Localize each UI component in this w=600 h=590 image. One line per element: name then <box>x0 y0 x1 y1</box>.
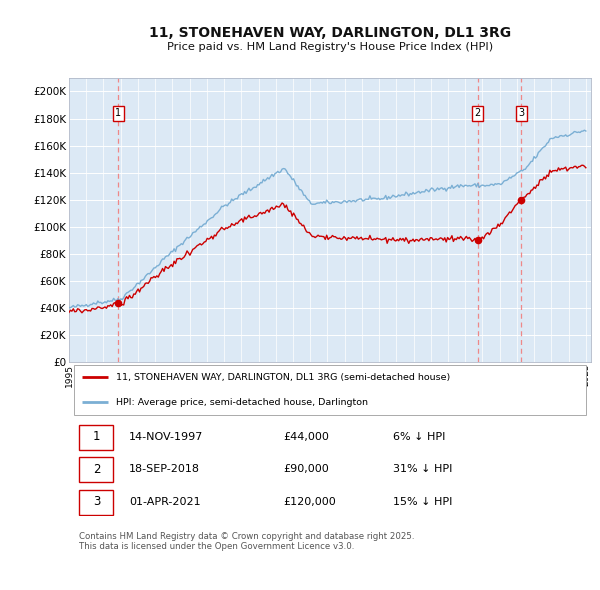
Text: 6% ↓ HPI: 6% ↓ HPI <box>392 432 445 442</box>
Text: 18-SEP-2018: 18-SEP-2018 <box>129 464 200 474</box>
Text: £44,000: £44,000 <box>283 432 329 442</box>
FancyBboxPatch shape <box>79 457 113 482</box>
Text: HPI: Average price, semi-detached house, Darlington: HPI: Average price, semi-detached house,… <box>116 398 368 407</box>
Text: 14-NOV-1997: 14-NOV-1997 <box>129 432 203 442</box>
FancyBboxPatch shape <box>79 425 113 450</box>
Text: 31% ↓ HPI: 31% ↓ HPI <box>392 464 452 474</box>
Text: 01-APR-2021: 01-APR-2021 <box>129 497 200 507</box>
Text: 1: 1 <box>93 430 100 443</box>
Text: £90,000: £90,000 <box>283 464 329 474</box>
FancyBboxPatch shape <box>79 490 113 514</box>
Text: 3: 3 <box>518 108 524 118</box>
Text: 15% ↓ HPI: 15% ↓ HPI <box>392 497 452 507</box>
Text: 2: 2 <box>93 463 100 476</box>
Text: £120,000: £120,000 <box>283 497 336 507</box>
Text: 1: 1 <box>115 108 122 118</box>
Text: Price paid vs. HM Land Registry's House Price Index (HPI): Price paid vs. HM Land Registry's House … <box>167 42 493 52</box>
Text: 2: 2 <box>475 108 481 118</box>
Text: 3: 3 <box>93 495 100 508</box>
Text: 11, STONEHAVEN WAY, DARLINGTON, DL1 3RG (semi-detached house): 11, STONEHAVEN WAY, DARLINGTON, DL1 3RG … <box>116 373 450 382</box>
FancyBboxPatch shape <box>74 365 586 415</box>
Text: Contains HM Land Registry data © Crown copyright and database right 2025.
This d: Contains HM Land Registry data © Crown c… <box>79 532 415 551</box>
Text: 11, STONEHAVEN WAY, DARLINGTON, DL1 3RG: 11, STONEHAVEN WAY, DARLINGTON, DL1 3RG <box>149 26 511 40</box>
